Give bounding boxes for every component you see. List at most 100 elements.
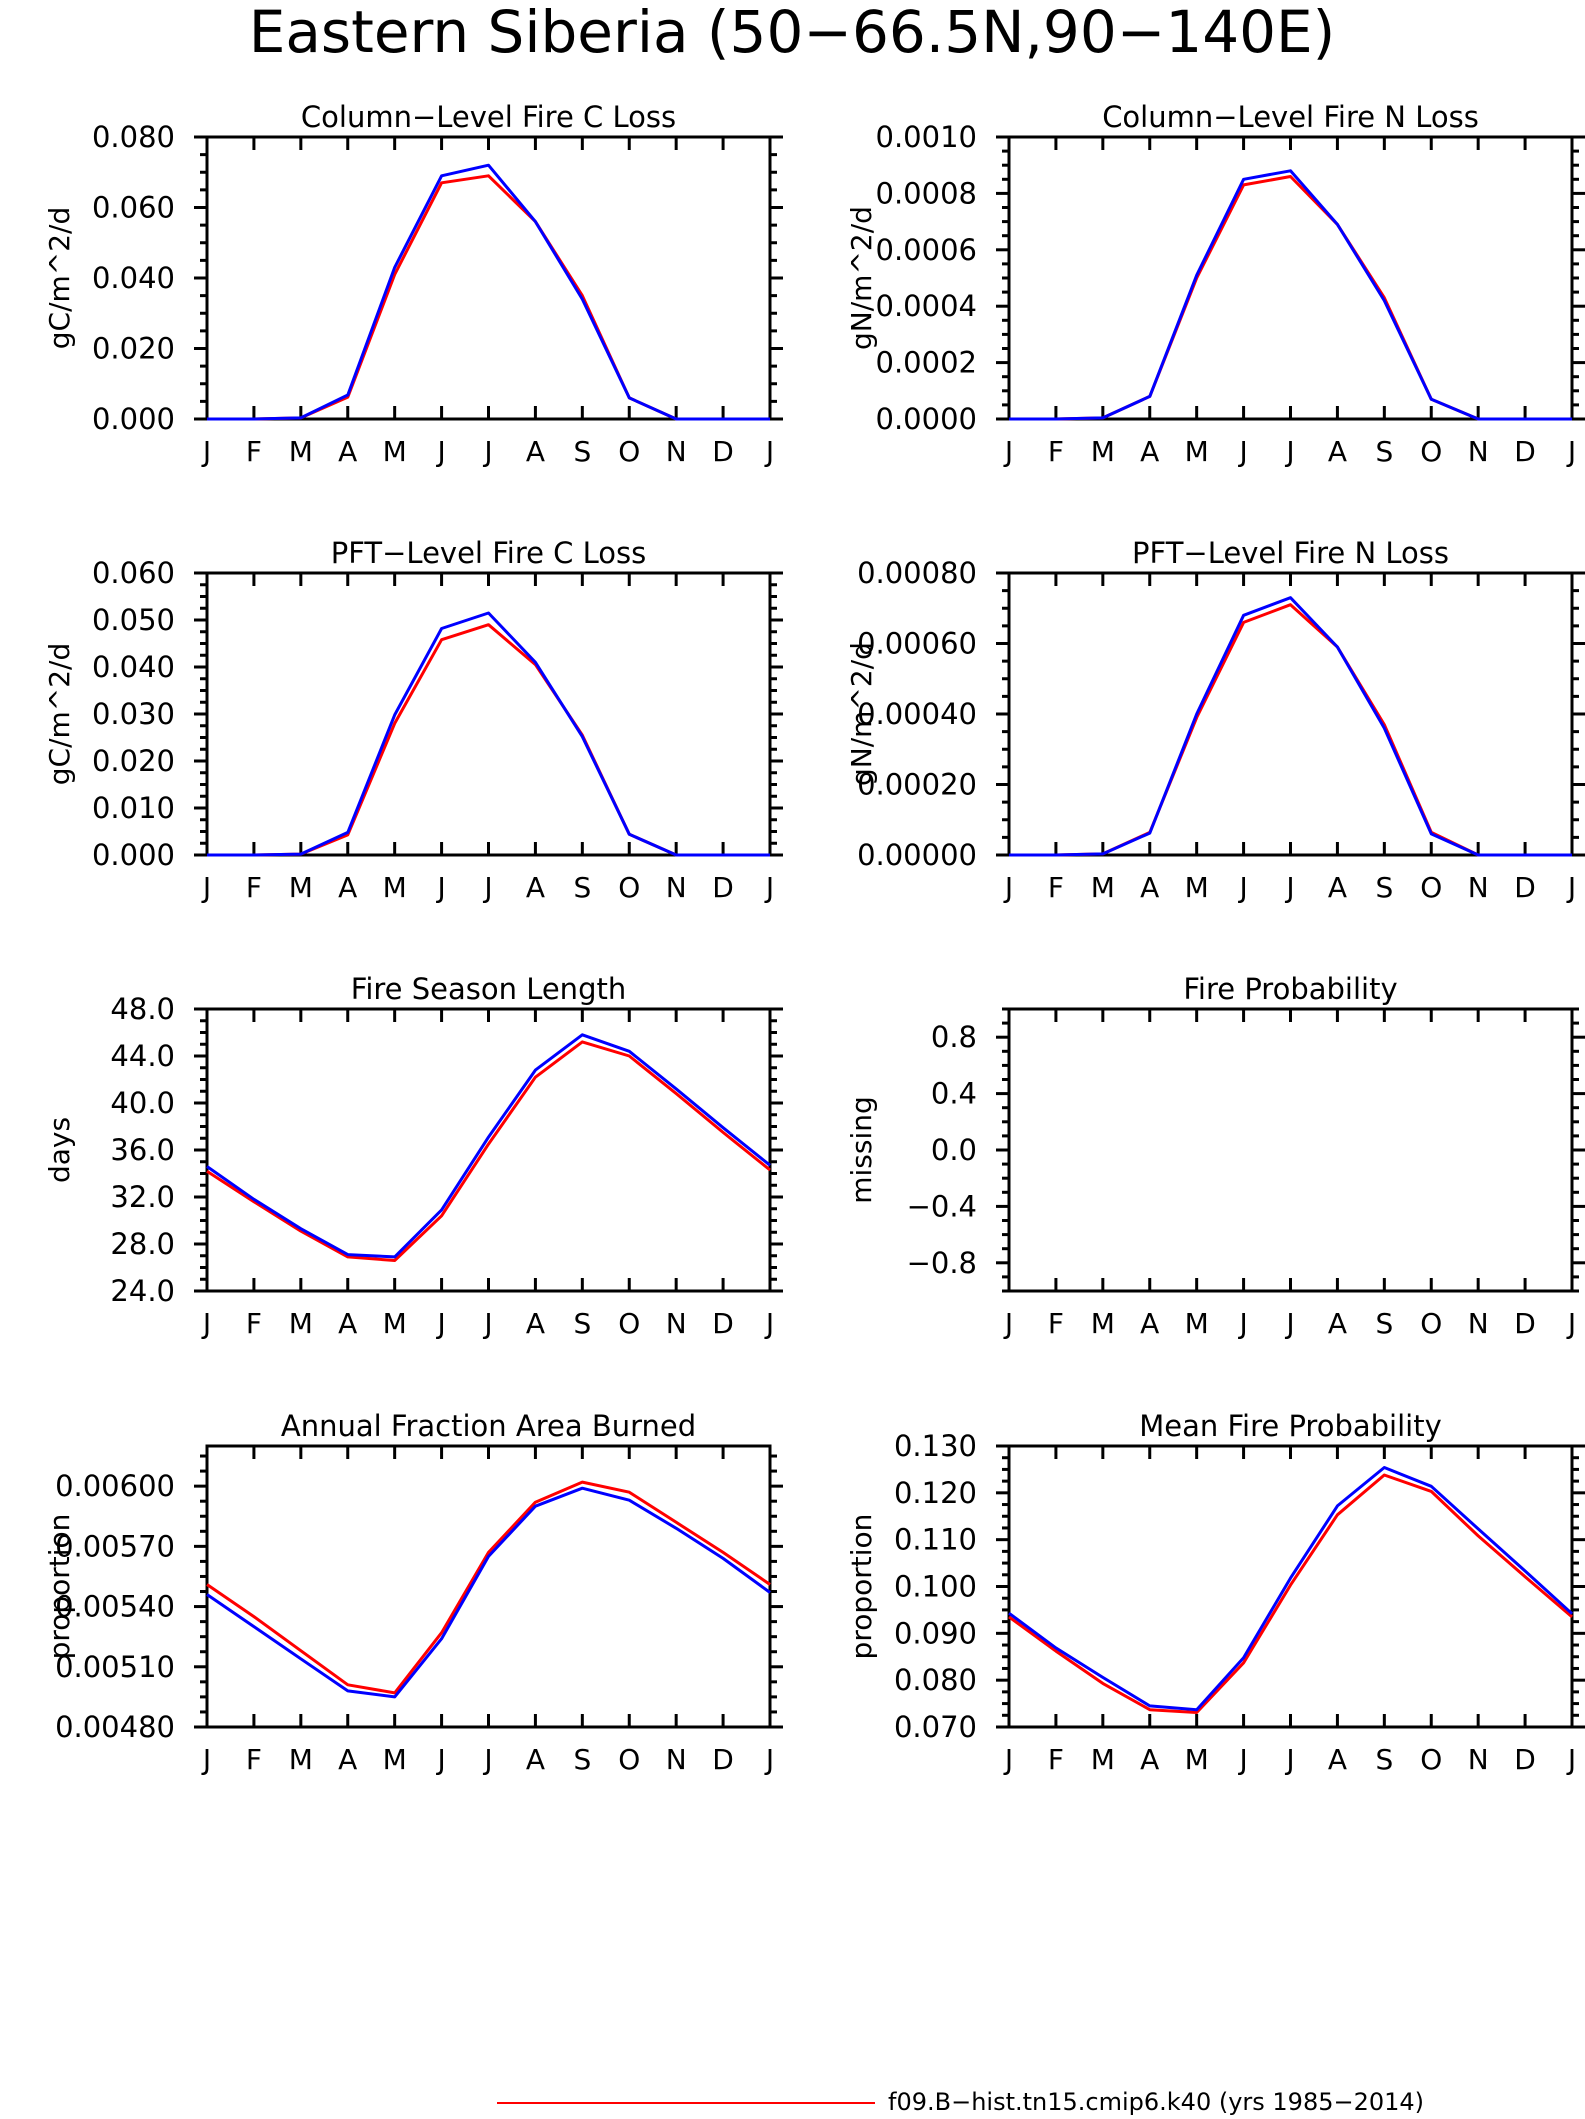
- x-tick-label: J: [764, 1307, 774, 1340]
- y-tick-label: 28.0: [110, 1227, 175, 1261]
- y-tick-label: 0.00600: [55, 1469, 175, 1503]
- x-tick-label: J: [201, 1743, 211, 1776]
- x-tick-label: J: [435, 871, 445, 904]
- y-tick-label: 0.110: [894, 1523, 977, 1557]
- plot-frame: [1007, 571, 1574, 857]
- x-tick-label: F: [246, 1307, 262, 1340]
- x-tick-label: J: [1237, 871, 1247, 904]
- x-tick-label: A: [526, 1743, 545, 1776]
- x-tick-label: J: [1284, 871, 1294, 904]
- x-tick-label: A: [526, 1307, 545, 1340]
- plot-frame: [205, 1444, 772, 1729]
- x-tick-label: M: [1091, 871, 1115, 904]
- x-tick-label: F: [246, 1743, 262, 1776]
- series-line: [1008, 1466, 1574, 1712]
- x-tick-label: J: [1284, 1743, 1294, 1776]
- y-tick-label: 0.000: [92, 838, 175, 872]
- series-line: [206, 1480, 771, 1695]
- x-tick-label: S: [1375, 1307, 1393, 1340]
- x-tick-label: O: [618, 435, 640, 468]
- y-tick-label: −0.4: [907, 1189, 977, 1223]
- x-tick-label: O: [618, 1307, 640, 1340]
- x-tick-label: D: [712, 871, 734, 904]
- x-tick-label: J: [1237, 1743, 1247, 1776]
- y-tick-label: 0.00510: [55, 1650, 175, 1684]
- x-tick-label: M: [383, 871, 407, 904]
- panel-title: Column−Level Fire N Loss: [1102, 100, 1479, 134]
- x-tick-label: J: [764, 435, 774, 468]
- x-tick-label: A: [338, 435, 357, 468]
- y-tick-label: 0.0002: [876, 346, 977, 380]
- x-tick-label: J: [764, 871, 774, 904]
- series-line: [207, 611, 770, 857]
- x-tick-label: A: [1140, 1743, 1159, 1776]
- x-tick-label: J: [1003, 435, 1013, 468]
- x-tick-label: F: [1048, 1743, 1064, 1776]
- y-tick-label: 0.00480: [55, 1710, 175, 1744]
- plot-frame: [205, 571, 772, 857]
- series-line: [207, 163, 770, 421]
- y-tick-label: 0.00540: [55, 1590, 175, 1624]
- x-tick-label: D: [712, 1307, 734, 1340]
- x-tick-label: J: [482, 435, 492, 468]
- series-line: [1009, 175, 1572, 421]
- y-tick-label: 0.4: [931, 1077, 977, 1111]
- x-tick-label: A: [338, 1743, 357, 1776]
- x-tick-label: J: [1003, 871, 1013, 904]
- x-tick-label: J: [435, 1307, 445, 1340]
- plot-frame: [205, 135, 772, 421]
- x-tick-label: D: [1514, 871, 1536, 904]
- x-tick-label: J: [201, 435, 211, 468]
- series-line: [1009, 596, 1572, 857]
- x-tick-label: F: [246, 435, 262, 468]
- x-tick-label: A: [1328, 871, 1347, 904]
- x-tick-label: M: [1091, 435, 1115, 468]
- y-axis-label: gN/m^2/d: [845, 642, 878, 786]
- panel-title: PFT−Level Fire C Loss: [331, 536, 647, 570]
- x-tick-label: M: [289, 1307, 313, 1340]
- x-tick-label: D: [1514, 1307, 1536, 1340]
- legend-label: f09.B−hist.tn15.cmip6.k40 (yrs 1985−2014…: [888, 2088, 1424, 2116]
- x-tick-label: O: [618, 871, 640, 904]
- x-tick-label: D: [1514, 435, 1536, 468]
- x-tick-label: J: [1566, 1743, 1576, 1776]
- x-tick-label: N: [666, 871, 687, 904]
- y-axis-label: proportion: [845, 1514, 878, 1660]
- y-tick-label: 0.00570: [55, 1529, 175, 1563]
- y-tick-label: 0.070: [894, 1710, 977, 1744]
- y-tick-label: 0.120: [894, 1476, 977, 1510]
- plot-frame: [1007, 1007, 1574, 1293]
- y-tick-label: 0.060: [92, 556, 175, 590]
- x-tick-label: S: [1375, 1743, 1393, 1776]
- x-tick-label: O: [1420, 1743, 1442, 1776]
- y-tick-label: 36.0: [110, 1133, 175, 1167]
- x-tick-label: J: [482, 1743, 492, 1776]
- y-tick-label: 0.040: [92, 650, 175, 684]
- page-title: Eastern Siberia (50−66.5N,90−140E): [249, 0, 1336, 66]
- x-tick-label: J: [201, 871, 211, 904]
- x-tick-label: F: [1048, 435, 1064, 468]
- y-tick-label: 48.0: [110, 992, 175, 1026]
- x-tick-label: J: [435, 435, 445, 468]
- x-tick-label: M: [383, 1307, 407, 1340]
- panel-title: Annual Fraction Area Burned: [281, 1409, 696, 1443]
- series-line: [207, 174, 770, 421]
- x-tick-label: M: [1185, 1743, 1209, 1776]
- x-tick-label: S: [573, 1307, 591, 1340]
- y-axis-label: missing: [845, 1096, 878, 1204]
- x-tick-label: O: [1420, 871, 1442, 904]
- x-tick-label: O: [1420, 1307, 1442, 1340]
- x-tick-label: J: [1003, 1307, 1013, 1340]
- x-tick-label: M: [1185, 871, 1209, 904]
- x-tick-label: N: [666, 1307, 687, 1340]
- y-tick-label: 0.100: [894, 1570, 977, 1604]
- x-tick-label: N: [1468, 1307, 1489, 1340]
- x-tick-label: M: [383, 1743, 407, 1776]
- x-tick-label: N: [1468, 435, 1489, 468]
- y-tick-label: 0.130: [894, 1429, 977, 1463]
- y-tick-label: 0.010: [92, 791, 175, 825]
- x-tick-label: A: [1328, 435, 1347, 468]
